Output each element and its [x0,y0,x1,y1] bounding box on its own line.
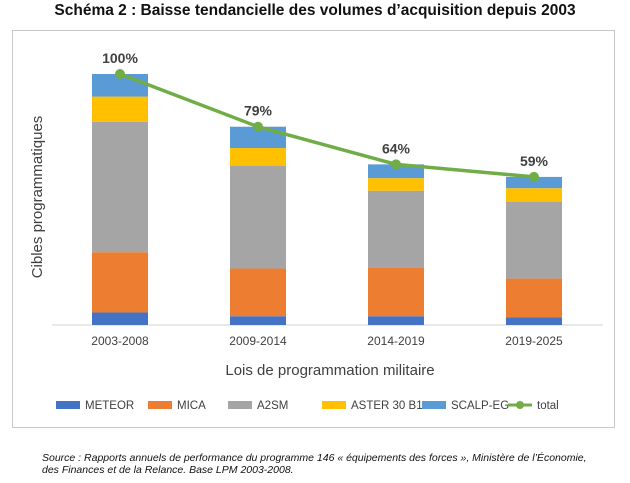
bar-mica-2009-2014 [230,268,286,317]
bar-mica-2003-2008 [92,252,148,313]
legend-label-scalp-eg: SCALP-EG [451,400,509,412]
bar-a2sm-2003-2008 [92,121,148,253]
legend-swatch-meteor [56,401,80,409]
legend-swatch-scalp-eg [422,401,446,409]
bar-meteor-2003-2008 [92,312,148,325]
bars-group [92,74,562,325]
bar-meteor-2014-2019 [368,316,424,325]
x-tick-label: 2009-2014 [229,334,287,348]
total-data-label: 59% [520,153,549,169]
legend-marker-total [516,401,524,409]
legend-swatch-mica [148,401,172,409]
category-labels: 2003-2008 2009-2014 2014-2019 2019-2025 [91,334,563,348]
bar-aster-30-b1-2019-2025 [506,188,562,203]
chart-title: Schéma 2 : Baisse tendancielle des volum… [54,2,576,19]
legend-label-aster-30-b1: ASTER 30 B1 [351,400,423,412]
legend: METEOR MICA A2SM ASTER 30 B1 SCALP-EG total [56,400,559,412]
total-point [391,159,401,170]
bar-a2sm-2014-2019 [368,190,424,268]
bar-a2sm-2019-2025 [506,202,562,279]
bar-mica-2019-2025 [506,278,562,318]
total-line [119,72,535,179]
x-tick-label: 2014-2019 [367,334,425,348]
legend-swatch-aster-30-b1 [322,401,346,409]
bar-meteor-2019-2025 [506,317,562,325]
legend-label-a2sm: A2SM [257,400,288,412]
total-data-label: 79% [244,103,273,119]
bar-mica-2014-2019 [368,267,424,317]
stacked-bar-chart: Cibles programmatiques Lois de programma… [29,50,603,412]
total-point [253,121,263,132]
legend-swatch-a2sm [228,401,252,409]
x-tick-label: 2003-2008 [91,334,149,348]
total-point [115,69,125,79]
total-data-label: 100% [102,50,138,66]
x-tick-label: 2019-2025 [505,334,563,348]
legend-label-total: total [537,400,559,412]
bar-scalp-eg-2019-2025 [506,176,562,189]
source-note: Source : Rapports annuels de performance… [42,452,587,476]
y-axis-label: Cibles programmatiques [29,116,46,279]
legend-label-mica: MICA [177,400,206,412]
bar-scalp-eg-2014-2019 [368,164,424,179]
bar-aster-30-b1-2003-2008 [92,96,148,122]
total-line-group: 100% 79% 64% 59% [102,50,549,182]
x-axis-label: Lois de programmation militaire [225,362,434,379]
legend-label-meteor: METEOR [85,400,134,412]
chart-frame [12,30,615,428]
total-data-label: 64% [382,140,411,156]
bar-meteor-2009-2014 [230,316,286,325]
total-point [529,171,539,182]
bar-a2sm-2009-2014 [230,165,286,269]
bar-aster-30-b1-2014-2019 [368,178,424,191]
bar-aster-30-b1-2009-2014 [230,148,286,166]
